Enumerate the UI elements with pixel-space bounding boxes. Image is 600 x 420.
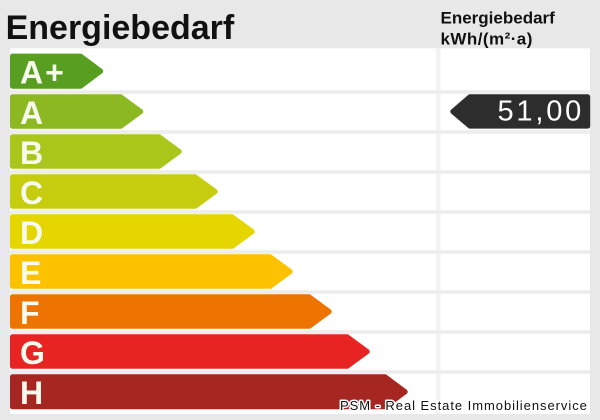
svg-text:A+: A+ [20,54,66,90]
svg-text:D: D [20,215,45,251]
svg-text:kWh/(m²·a): kWh/(m²·a) [441,29,533,48]
svg-text:B: B [20,135,45,171]
svg-text:A: A [20,95,45,131]
svg-text:Energiebedarf: Energiebedarf [441,8,556,27]
svg-text:C: C [20,175,45,211]
svg-text:E: E [20,255,43,291]
svg-text:51,00: 51,00 [498,95,585,127]
svg-text:G: G [20,335,47,371]
svg-text:Energiebedarf: Energiebedarf [6,9,235,47]
svg-text:H: H [20,375,45,411]
svg-text:PSM - Real Estate Immobiliense: PSM - Real Estate Immobilienservice [340,398,588,413]
svg-text:F: F [20,295,42,331]
